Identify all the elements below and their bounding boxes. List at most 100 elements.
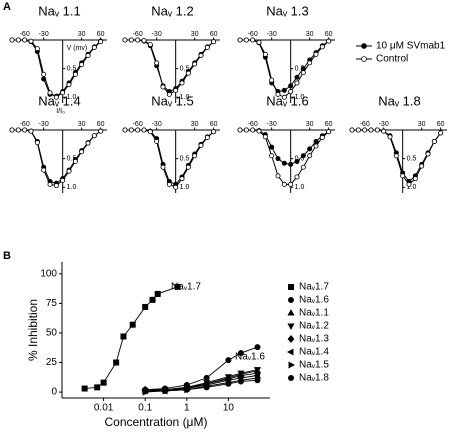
marker <box>15 127 21 133</box>
marker <box>203 384 210 391</box>
legend-marker <box>361 43 367 49</box>
legend-label: Control <box>376 54 408 65</box>
x-tick-label: 60 <box>210 31 218 38</box>
marker <box>326 38 332 44</box>
marker <box>154 290 161 297</box>
x-tick-label: -30 <box>267 121 277 128</box>
x-tick-label: 0.01 <box>94 403 114 414</box>
x-tick-label: 60 <box>210 121 218 128</box>
marker <box>381 128 387 134</box>
y-tick-label: 0.5 <box>407 155 417 162</box>
legend-label: Naᵥ1.2 <box>299 321 329 332</box>
marker <box>300 153 306 159</box>
marker <box>307 146 313 152</box>
x-tick-label: 60 <box>97 121 105 128</box>
marker <box>91 44 97 50</box>
y-tick-label: 0.5 <box>180 65 190 72</box>
marker <box>250 37 256 43</box>
marker <box>419 163 425 169</box>
legend-label: Naᵥ1.6 <box>299 295 329 306</box>
marker <box>79 149 85 155</box>
marker <box>192 153 198 159</box>
marker <box>122 37 128 43</box>
x-tick-label: 30 <box>418 121 426 128</box>
x-tick-label: 30 <box>191 121 199 128</box>
marker <box>91 133 97 139</box>
y-tick-label: 25 <box>46 357 58 368</box>
marker <box>53 94 59 100</box>
marker <box>142 303 149 310</box>
marker <box>47 181 53 187</box>
marker <box>94 384 101 391</box>
marker <box>141 38 147 44</box>
x-tick-label: 1 <box>184 403 190 414</box>
marker <box>98 128 104 134</box>
marker <box>307 60 313 66</box>
x-tick-label: -30 <box>379 121 389 128</box>
marker <box>198 52 204 58</box>
marker <box>281 94 287 100</box>
x-tick-label: -30 <box>152 121 162 128</box>
chart-title: Naᵥ 1.2 <box>151 3 193 18</box>
y-tick-label: 0.5 <box>67 155 77 162</box>
marker <box>135 37 141 43</box>
marker <box>79 62 85 68</box>
marker <box>368 127 374 133</box>
marker <box>204 44 210 50</box>
marker <box>406 181 412 187</box>
y-tick-label: 1.0 <box>67 184 77 191</box>
chart-title: Naᵥ 1.1 <box>38 3 80 18</box>
x-axis-label: V (mv) <box>67 45 88 52</box>
marker <box>179 176 185 182</box>
marker <box>98 39 104 45</box>
y-tick-label: 1.0 <box>407 184 417 191</box>
marker <box>141 127 147 133</box>
x-tick-label: -30 <box>39 121 49 128</box>
marker <box>262 134 268 140</box>
marker <box>22 37 28 43</box>
marker <box>254 344 261 351</box>
y-axis-label: I/I₀ <box>56 108 65 115</box>
marker <box>300 164 306 170</box>
x-tick-label: -30 <box>267 31 277 38</box>
marker <box>66 82 72 88</box>
marker <box>288 83 294 89</box>
marker <box>288 161 294 167</box>
marker <box>275 173 281 179</box>
marker <box>120 333 127 340</box>
marker <box>198 142 204 148</box>
marker <box>374 127 380 133</box>
marker <box>237 350 244 357</box>
panel-label: B <box>3 250 11 262</box>
legend-label: Naᵥ1.5 <box>299 360 329 371</box>
marker <box>254 377 261 384</box>
marker <box>185 164 191 170</box>
marker <box>147 42 153 48</box>
marker <box>28 38 34 44</box>
marker <box>275 91 281 97</box>
marker <box>9 127 15 133</box>
y-tick-label: 100 <box>40 268 57 279</box>
marker <box>162 387 169 394</box>
y-tick-label: 1.0 <box>295 184 305 191</box>
marker <box>237 37 243 43</box>
x-tick-label: 60 <box>325 121 333 128</box>
marker <box>72 158 78 164</box>
x-tick-label: -60 <box>20 121 30 128</box>
marker <box>393 153 399 159</box>
legend-label: Naᵥ1.1 <box>299 308 329 319</box>
marker <box>204 134 210 140</box>
marker <box>237 378 244 385</box>
marker <box>400 173 406 179</box>
marker <box>122 127 128 133</box>
marker <box>100 379 107 386</box>
marker <box>142 387 149 394</box>
legend-marker <box>287 348 294 356</box>
marker <box>41 71 47 77</box>
marker <box>319 44 325 50</box>
legend-marker <box>287 323 295 330</box>
marker <box>173 184 179 190</box>
y-tick-label: 1.0 <box>180 94 190 101</box>
legend-marker <box>361 56 367 62</box>
annotation: Naᵥ1.6 <box>235 352 265 363</box>
